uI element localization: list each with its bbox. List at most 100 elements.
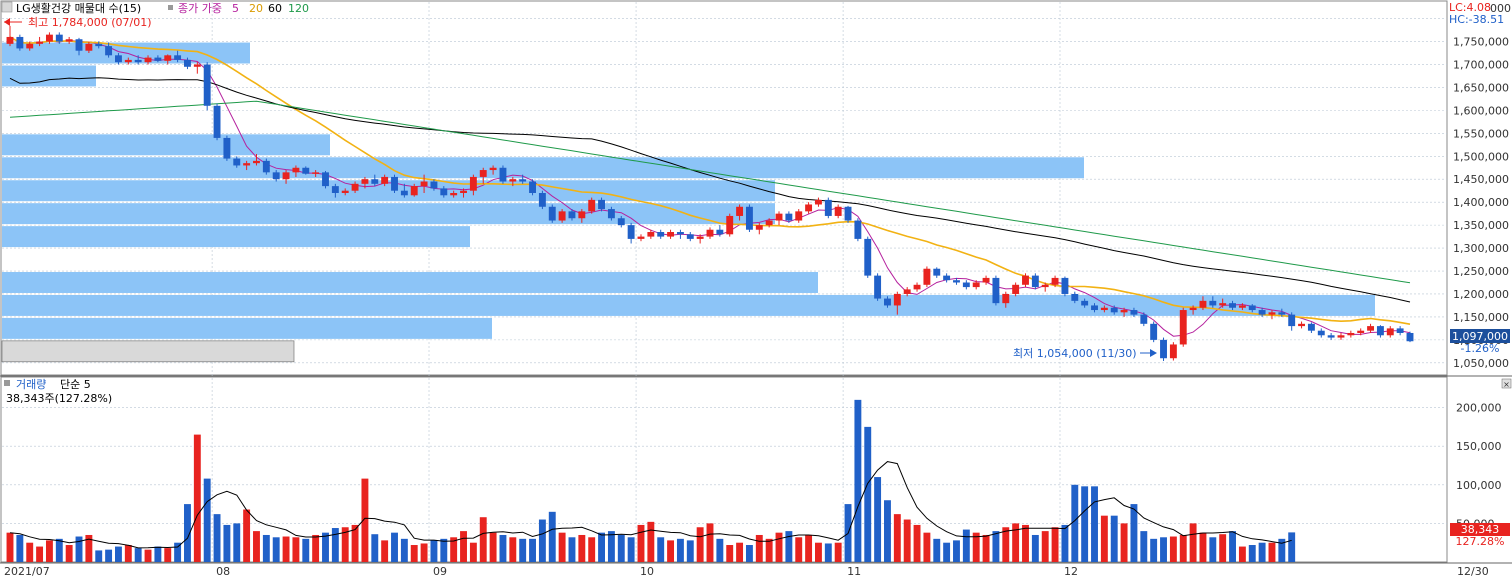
volume-bar <box>351 524 359 562</box>
volume-bar <box>1022 524 1029 562</box>
volume-current-value: 38,343 <box>1461 523 1500 536</box>
legend-ma60: 60 <box>268 2 282 15</box>
volume-bar <box>1061 524 1069 562</box>
volume-bar <box>1031 534 1039 562</box>
volume-bar <box>1179 534 1187 562</box>
candle-down <box>617 218 625 226</box>
volume-bar <box>1002 527 1010 562</box>
volume-profile-bar <box>2 317 492 339</box>
volume-bar <box>469 542 477 562</box>
candle-down <box>1130 310 1138 315</box>
candle-up <box>1051 277 1059 285</box>
candle-down <box>1209 300 1217 306</box>
volume-bar <box>174 542 182 562</box>
volume-bar <box>617 534 625 562</box>
candle-down <box>854 220 862 239</box>
volume-bar <box>824 543 832 562</box>
current-price-box: 1,097,000 -1.26% <box>1450 329 1510 355</box>
candle-down <box>1150 323 1158 340</box>
volume-bar <box>134 548 142 562</box>
price-tick-label-top: 000 <box>1490 2 1511 15</box>
candle-up <box>253 160 260 164</box>
candle-up <box>351 183 359 191</box>
candle-down <box>95 43 103 47</box>
volume-profile-bar <box>2 134 330 156</box>
ma20-line <box>9 36 1411 325</box>
candle-down <box>203 64 211 106</box>
ma60-line <box>9 77 1411 303</box>
candle-up <box>164 55 172 61</box>
volume-bar <box>6 532 14 562</box>
volume-bar <box>509 537 517 562</box>
price-tick-label: 1,050,000 <box>1453 357 1509 370</box>
date-label: 10 <box>640 565 654 578</box>
price-tick-label: 1,250,000 <box>1453 265 1509 278</box>
high-marker: 최고 1,784,000 (07/01) <box>4 16 152 29</box>
candle-up <box>243 163 251 166</box>
price-tick-label: 1,200,000 <box>1453 288 1509 301</box>
legend-ma5: 5 <box>232 2 239 15</box>
volume-bar <box>1248 545 1256 562</box>
volume-bar <box>223 524 231 562</box>
candle-up <box>736 206 744 216</box>
candle-down <box>1288 314 1296 327</box>
date-label: 11 <box>847 565 861 578</box>
close-icon[interactable] <box>1501 378 1512 389</box>
candle-down <box>1248 305 1256 311</box>
candle-down <box>785 213 793 221</box>
volume-bar <box>410 545 418 562</box>
candle-down <box>686 234 694 239</box>
collapse-icon[interactable] <box>1 1 13 13</box>
price-tick-label: 1,650,000 <box>1453 81 1509 94</box>
candle-down <box>331 186 339 193</box>
volume-profile-bar <box>2 272 818 293</box>
candle-up <box>6 36 14 44</box>
volume-bar <box>164 548 172 562</box>
candle-up <box>647 232 655 237</box>
volume-bar <box>755 534 763 562</box>
candle-down <box>1071 293 1079 301</box>
candle-up <box>755 225 763 230</box>
volume-bar <box>834 542 842 562</box>
volume-bar <box>1160 537 1167 562</box>
hc-label: HC:-38.51 <box>1449 13 1504 26</box>
date-label: 2021/07 <box>4 565 50 578</box>
volume-ma-line <box>9 461 1292 549</box>
low-label: 최저 1,054,000 (11/30) <box>1013 347 1137 360</box>
price-tick-label: 1,700,000 <box>1453 58 1509 71</box>
volume-current-pct: 127.28% <box>1456 535 1505 548</box>
candle-up <box>469 176 477 191</box>
volume-profile-bar <box>2 203 775 225</box>
current-price: 1,097,000 <box>1452 330 1508 343</box>
volume-bar <box>262 534 270 562</box>
candle-up <box>972 282 980 288</box>
candle-down <box>134 59 142 63</box>
low-marker: 최저 1,054,000 (11/30) <box>1013 347 1157 360</box>
volume-bar <box>312 534 320 562</box>
candle-up <box>706 229 714 237</box>
candle-down <box>233 158 241 166</box>
candle-down <box>1081 300 1089 306</box>
current-change: -1.26% <box>1461 342 1500 355</box>
volume-bar <box>213 514 221 562</box>
volume-bar <box>785 531 793 562</box>
volume-bar <box>1258 542 1266 562</box>
close-glyph: × <box>1503 380 1510 389</box>
volume-profile-bar <box>1 340 295 363</box>
volume-bar <box>1199 532 1207 562</box>
candle-down <box>538 193 546 207</box>
candle-up <box>1238 305 1246 308</box>
volume-bar <box>726 545 734 562</box>
price-tick-label: 1,350,000 <box>1453 219 1509 232</box>
candle-up <box>1199 300 1207 308</box>
candle-up <box>775 213 783 221</box>
price-tick-label: 1,750,000 <box>1453 36 1509 49</box>
price-tick-label: 1,300,000 <box>1453 242 1509 255</box>
candle-up <box>696 236 704 239</box>
candle-up <box>450 193 458 196</box>
volume-bar <box>1189 523 1197 562</box>
candle-up <box>489 167 497 171</box>
candle-down <box>992 277 1000 304</box>
volume-bar <box>667 540 675 562</box>
price-tick-label: 1,400,000 <box>1453 196 1509 209</box>
